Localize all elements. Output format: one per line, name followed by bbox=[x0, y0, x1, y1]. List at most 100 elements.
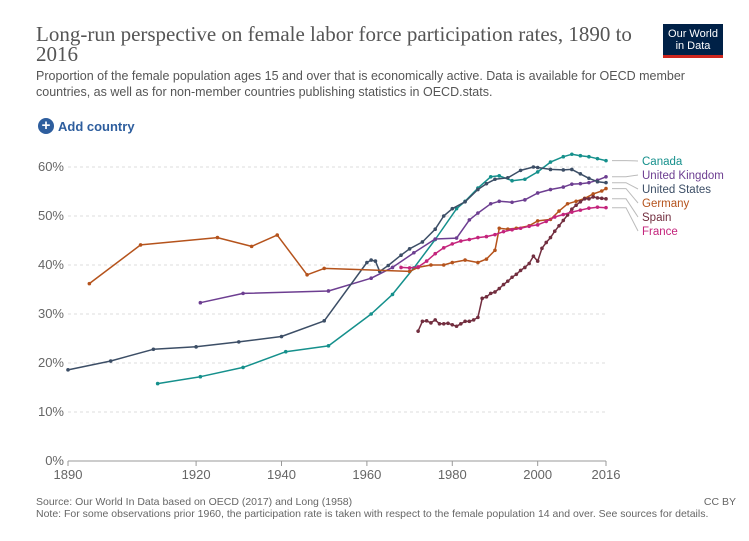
data-point-united-kingdom bbox=[604, 175, 608, 179]
data-point-spain bbox=[501, 282, 506, 287]
data-point-spain bbox=[552, 229, 557, 233]
data-point-france bbox=[570, 210, 574, 214]
data-point-canada bbox=[454, 206, 459, 211]
legend-label-spain: Spain bbox=[642, 212, 671, 224]
data-point-united-states bbox=[365, 260, 369, 265]
data-point-canada bbox=[535, 170, 540, 174]
data-point-spain bbox=[416, 329, 420, 333]
x-tick-label: 1920 bbox=[182, 467, 211, 482]
data-point-canada bbox=[595, 156, 600, 161]
owid-logo[interactable]: Our World in Data bbox=[663, 24, 723, 58]
x-tick-label: 1940 bbox=[267, 467, 296, 482]
data-point-france bbox=[441, 246, 446, 250]
data-point-canada bbox=[198, 374, 203, 379]
data-point-spain bbox=[488, 291, 493, 296]
data-point-spain bbox=[450, 322, 455, 327]
data-point-united-states bbox=[595, 179, 600, 184]
data-point-spain bbox=[544, 240, 549, 245]
data-point-united-kingdom bbox=[535, 191, 540, 195]
data-point-france bbox=[527, 224, 531, 229]
legend-connector-spain bbox=[612, 198, 639, 218]
data-point-france bbox=[416, 265, 420, 269]
legend-label-germany: Germany bbox=[642, 198, 690, 210]
data-point-united-states bbox=[441, 214, 446, 218]
legend-label-france: France bbox=[642, 226, 678, 238]
data-point-germany bbox=[322, 266, 326, 271]
data-point-spain bbox=[510, 275, 514, 280]
data-point-united-states bbox=[561, 168, 566, 172]
data-point-spain bbox=[424, 319, 429, 323]
x-tick-label: 1890 bbox=[54, 467, 83, 482]
data-point-germany bbox=[565, 201, 570, 206]
data-point-germany bbox=[215, 235, 220, 240]
data-point-spain bbox=[535, 259, 540, 263]
data-point-france bbox=[493, 232, 497, 237]
chart-subtitle: Proportion of the female population ages… bbox=[36, 69, 685, 99]
data-point-spain bbox=[578, 199, 583, 204]
data-point-france bbox=[424, 259, 429, 263]
license-link[interactable]: CC BY bbox=[703, 496, 736, 508]
data-point-united-states bbox=[399, 253, 403, 257]
data-point-france bbox=[501, 229, 506, 234]
data-point-united-states bbox=[66, 368, 70, 372]
data-point-united-states bbox=[373, 259, 378, 263]
data-point-united-kingdom bbox=[561, 185, 566, 189]
data-point-france bbox=[450, 242, 455, 246]
data-point-united-kingdom bbox=[467, 218, 472, 222]
data-point-canada bbox=[523, 177, 527, 182]
data-point-germany bbox=[407, 269, 412, 274]
data-point-united-kingdom bbox=[497, 199, 502, 204]
data-point-germany bbox=[275, 233, 280, 237]
data-point-germany bbox=[249, 244, 254, 249]
data-point-canada bbox=[587, 154, 591, 159]
legend-connector-united-states bbox=[612, 182, 639, 190]
data-point-spain bbox=[420, 319, 425, 324]
data-point-spain bbox=[587, 197, 591, 201]
data-point-united-states bbox=[386, 263, 391, 268]
data-point-united-kingdom bbox=[412, 250, 416, 255]
y-tick-label: 30% bbox=[38, 306, 64, 321]
data-point-germany bbox=[463, 258, 467, 262]
data-point-spain bbox=[463, 319, 467, 324]
source-text: Source: Our World In Data based on OECD … bbox=[36, 496, 353, 508]
series-line-united-kingdom bbox=[200, 176, 607, 304]
data-point-spain bbox=[433, 318, 438, 322]
data-point-germany bbox=[574, 199, 578, 204]
x-tick-label: 1960 bbox=[352, 467, 381, 482]
data-point-united-states bbox=[279, 334, 284, 339]
data-point-spain bbox=[441, 322, 446, 326]
data-point-france bbox=[518, 226, 523, 231]
data-point-united-states bbox=[151, 347, 156, 352]
data-point-france bbox=[510, 227, 514, 232]
legend-label-united-states: United States bbox=[642, 184, 711, 196]
data-point-spain bbox=[467, 319, 472, 324]
y-tick-label: 60% bbox=[38, 159, 64, 174]
add-country-label: Add country bbox=[58, 118, 135, 134]
data-point-spain bbox=[527, 261, 531, 266]
data-point-spain bbox=[437, 322, 442, 326]
add-country-button[interactable]: + Add country bbox=[38, 118, 135, 134]
data-point-germany bbox=[441, 263, 446, 267]
legend-connector-france bbox=[612, 207, 639, 232]
data-point-united-states bbox=[587, 176, 591, 181]
data-point-united-kingdom bbox=[488, 201, 493, 206]
data-point-united-states bbox=[505, 175, 510, 180]
legend-label-canada: Canada bbox=[642, 156, 683, 168]
series-line-germany bbox=[88, 187, 607, 285]
data-point-spain bbox=[548, 235, 553, 240]
data-point-united-states bbox=[236, 340, 241, 344]
data-point-france bbox=[544, 219, 549, 224]
data-point-france bbox=[595, 205, 600, 209]
data-point-united-states bbox=[570, 167, 574, 172]
logo-line-1: Our World bbox=[668, 28, 718, 40]
data-point-united-states bbox=[604, 180, 608, 185]
data-point-france bbox=[484, 234, 489, 239]
data-point-united-kingdom bbox=[241, 291, 245, 296]
data-point-spain bbox=[604, 197, 608, 201]
data-point-canada bbox=[369, 312, 373, 316]
data-point-united-states bbox=[518, 168, 523, 173]
data-point-france bbox=[552, 215, 557, 219]
x-tick-label: 2000 bbox=[523, 467, 552, 482]
data-point-united-kingdom bbox=[587, 180, 591, 185]
